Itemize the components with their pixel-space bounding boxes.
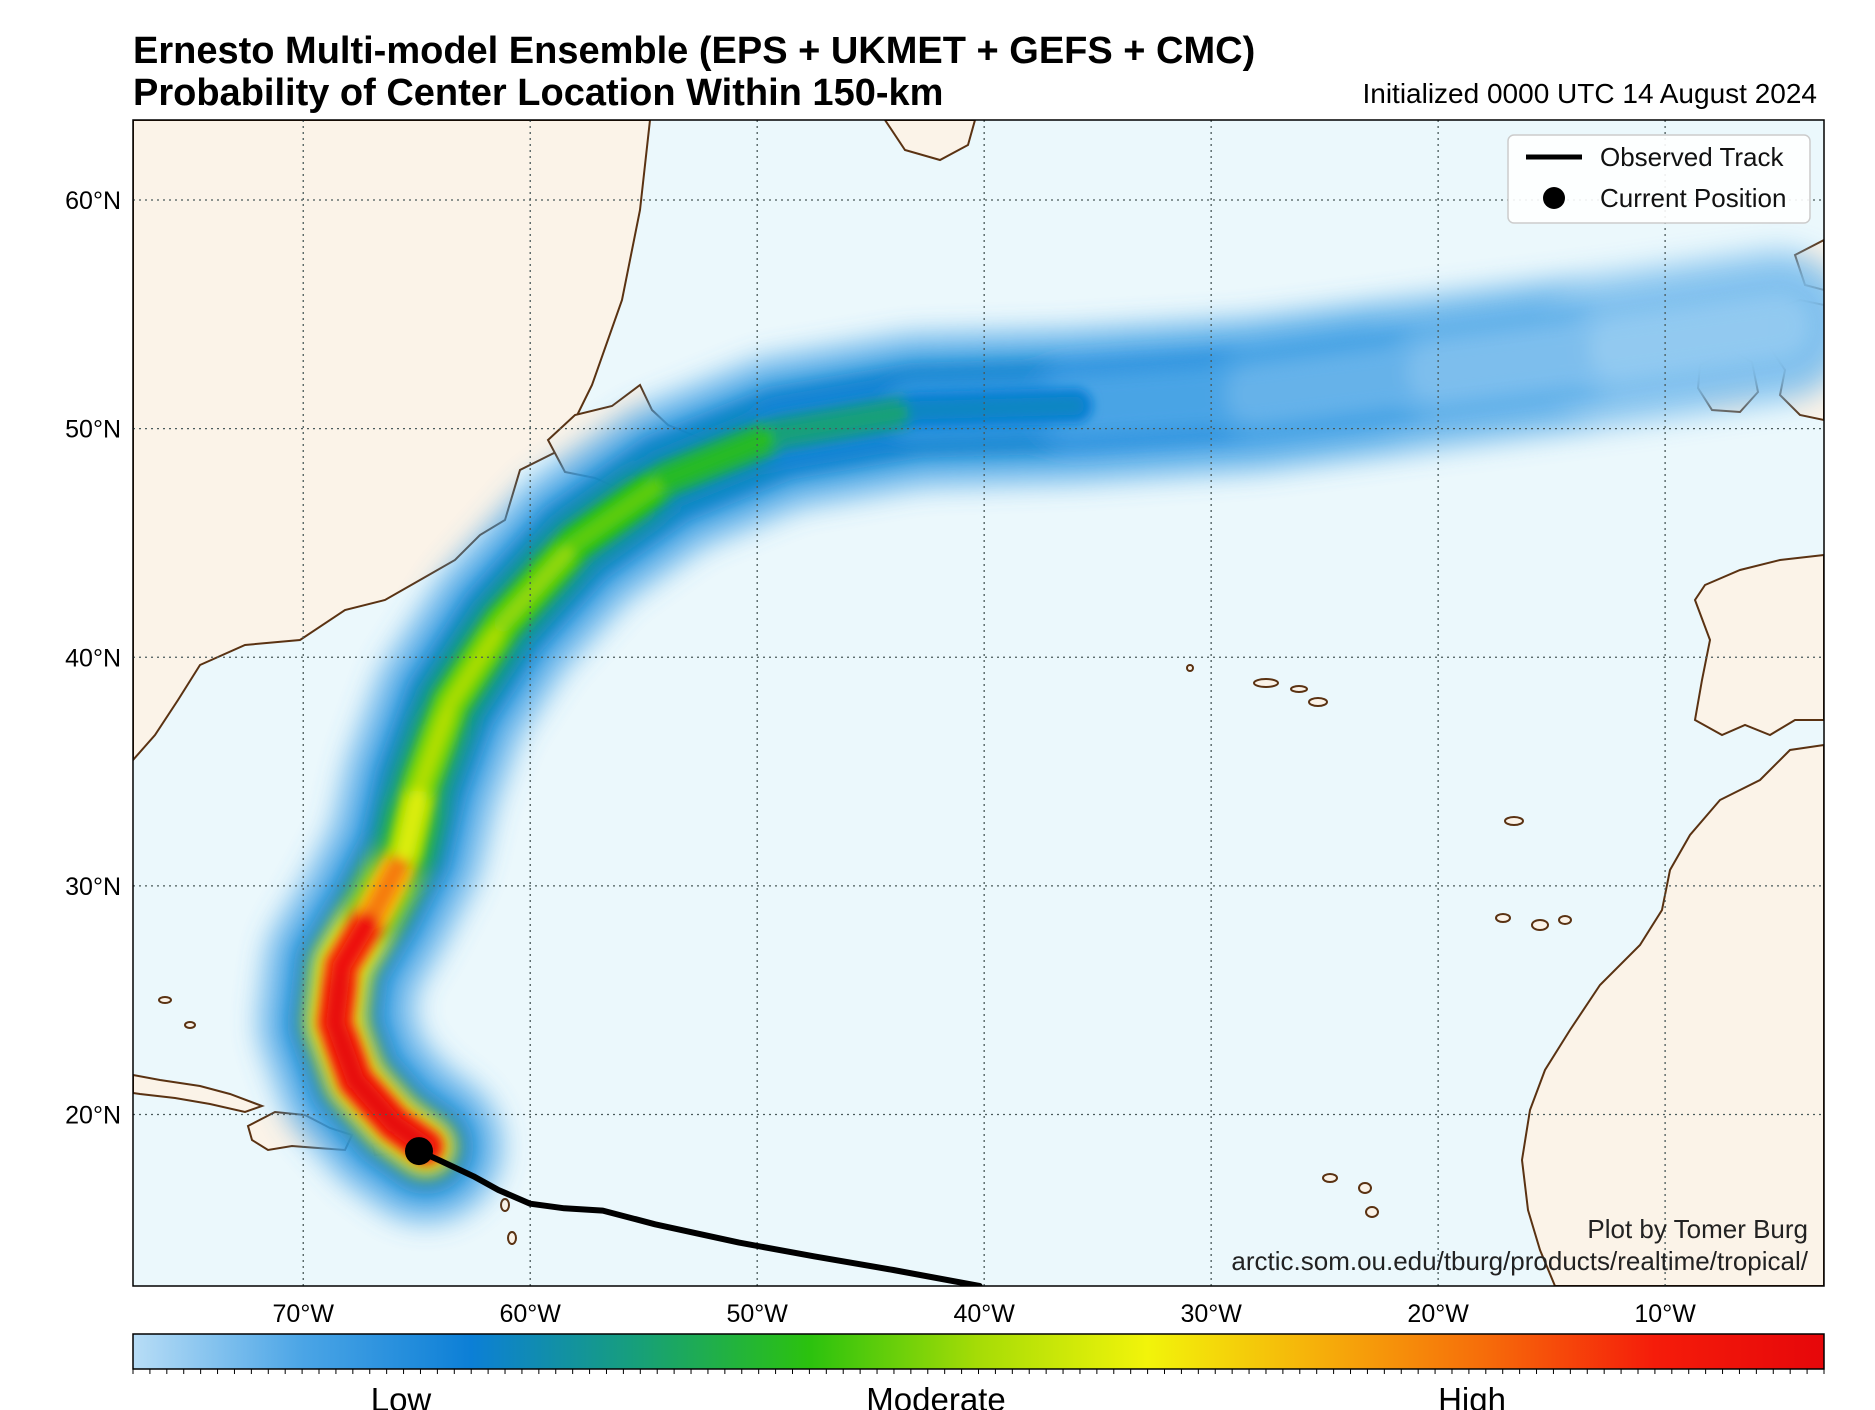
island-cape-verde — [1322, 1173, 1338, 1183]
probability-segment — [770, 401, 926, 443]
credit-url: arctic.som.ou.edu/tburg/products/realtim… — [1231, 1246, 1808, 1276]
longitude-label: 10°W — [1634, 1300, 1696, 1328]
island-lesser-antilles — [500, 1198, 510, 1212]
landmasses — [133, 120, 1824, 1286]
island-cape-verde — [1365, 1206, 1379, 1218]
probability-segment — [907, 396, 1084, 420]
credit-author: Plot by Tomer Burg — [1587, 1214, 1808, 1244]
probability-segment — [1588, 294, 1810, 380]
island-cape-verde — [1358, 1182, 1372, 1194]
map-legend: Observed Track Current Position — [1507, 134, 1811, 224]
graticule — [133, 120, 1824, 1286]
latitude-label: 50°N — [65, 416, 121, 444]
island-canaries — [1558, 915, 1572, 925]
longitude-label: 30°W — [1180, 1300, 1242, 1328]
small-islands — [158, 664, 1572, 1245]
latitude-label: 60°N — [65, 187, 121, 215]
longitude-label: 20°W — [1407, 1300, 1469, 1328]
island-azores — [1308, 697, 1328, 707]
longitude-label: 50°W — [726, 1300, 788, 1328]
probability-segment — [326, 956, 351, 1033]
map-frame — [132, 119, 1825, 1287]
longitude-label: 40°W — [953, 1300, 1015, 1328]
observed-track-line — [416, 1148, 983, 1286]
island-azores — [1253, 678, 1279, 688]
probability-segment — [332, 899, 385, 975]
legend-current-position: Current Position — [1600, 183, 1786, 213]
longitude-labels: 70°W 60°W 50°W 40°W 30°W 20°W 10°W — [273, 1300, 1697, 1328]
probability-segment — [657, 424, 789, 488]
colorbar-label-high: High — [1438, 1381, 1506, 1410]
island-canaries — [1531, 919, 1549, 931]
probability-segment — [346, 1071, 404, 1133]
island-bahamas — [158, 996, 172, 1004]
map-plot-area: Plot by Tomer Burg arctic.som.ou.edu/tbu… — [133, 120, 1824, 1286]
land-africa — [1520, 743, 1824, 1286]
probability-segment — [441, 613, 512, 712]
land-north-america — [133, 120, 652, 762]
latitude-label: 40°N — [65, 644, 121, 672]
probability-segment — [412, 694, 460, 793]
probability-segment — [493, 533, 585, 632]
probability-segment — [326, 1014, 365, 1090]
probability-segment — [366, 842, 415, 918]
island-lesser-antilles — [507, 1231, 517, 1245]
colorbar: Low Moderate High — [132, 1333, 1825, 1410]
legend-position-swatch — [1543, 187, 1565, 209]
land-cuba — [133, 1073, 265, 1114]
latitude-labels: 20°N 30°N 40°N 50°N 60°N — [65, 187, 121, 1130]
colorbar-label-moderate: Moderate — [866, 1381, 1005, 1410]
colorbar-strip — [132, 1333, 1825, 1370]
legend-box — [1507, 134, 1811, 224]
island-canaries — [1495, 913, 1511, 923]
colorbar-label-low: Low — [371, 1381, 432, 1410]
latitude-label: 30°N — [65, 873, 121, 901]
latitude-label: 20°N — [65, 1102, 121, 1130]
island-bahamas — [184, 1021, 196, 1029]
probability-band-5 — [326, 396, 1084, 1156]
land-greenland — [883, 120, 977, 162]
legend-observed-track: Observed Track — [1600, 142, 1785, 172]
probability-segment — [396, 774, 431, 861]
colorbar-ticks — [132, 1369, 1825, 1374]
initialized-time: Initialized 0000 UTC 14 August 2024 — [1362, 78, 1817, 109]
chart-title-line1: Ernesto Multi-model Ensemble (EPS + UKME… — [133, 30, 1256, 72]
current-position-marker — [404, 1137, 433, 1166]
island-madeira — [1504, 816, 1524, 826]
probability-segment — [566, 469, 676, 552]
island-azores — [1290, 685, 1308, 693]
island-bermuda — [1186, 664, 1194, 672]
longitude-label: 70°W — [273, 1300, 335, 1328]
land-iberia-europe — [1693, 553, 1824, 737]
longitude-label: 60°W — [500, 1300, 562, 1328]
chart-title-line2: Probability of Center Location Within 15… — [133, 72, 944, 114]
